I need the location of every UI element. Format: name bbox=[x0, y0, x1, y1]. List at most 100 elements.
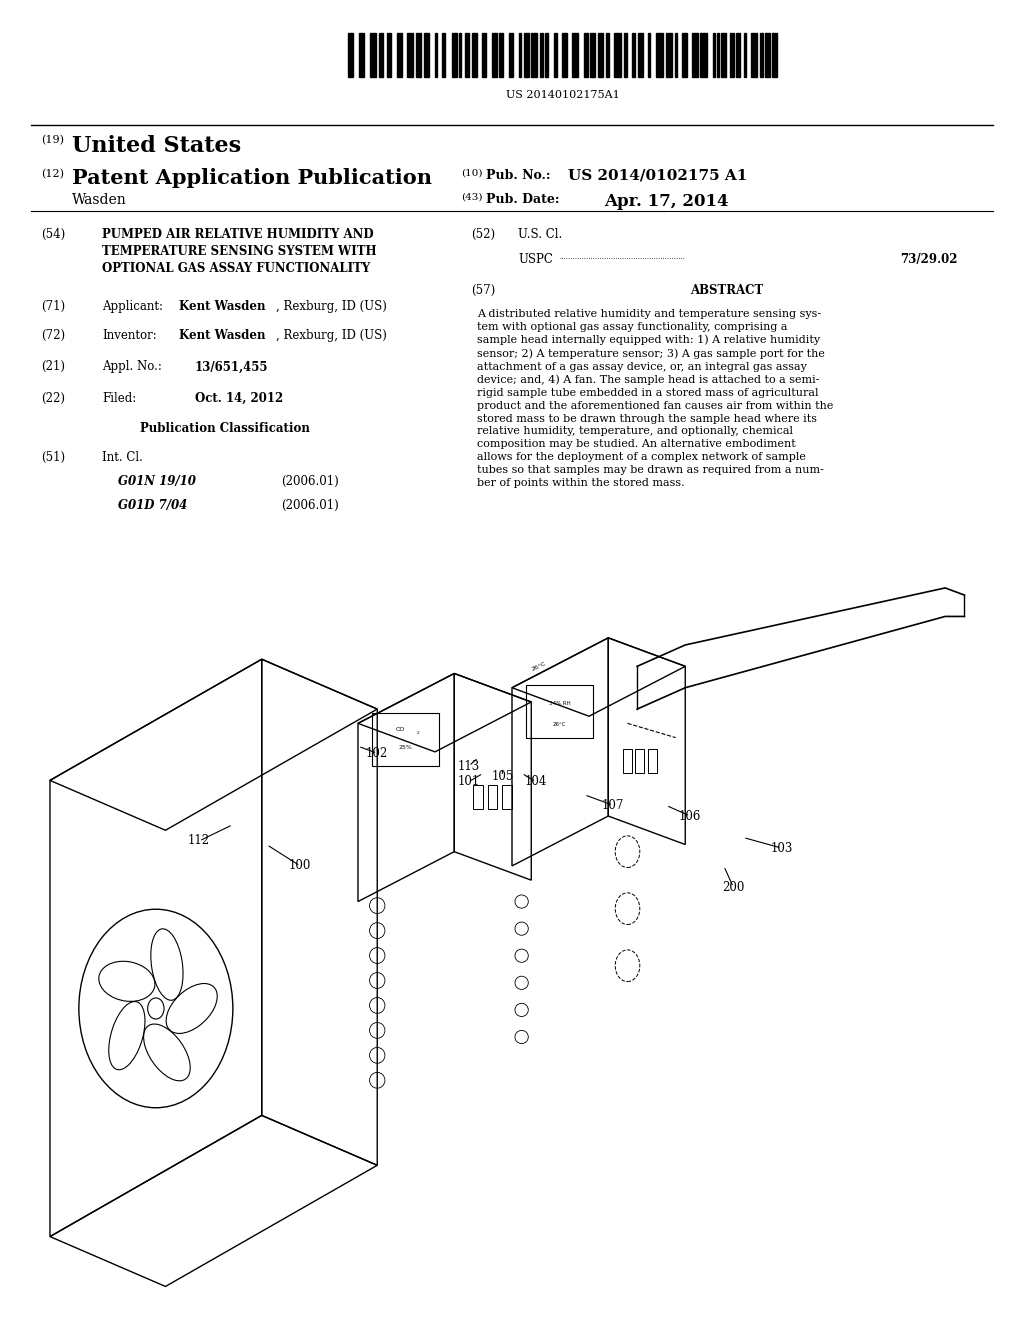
Bar bbox=[370, 33, 376, 77]
Text: 102: 102 bbox=[367, 747, 388, 760]
Text: (10): (10) bbox=[461, 169, 482, 178]
Text: (72): (72) bbox=[41, 329, 66, 342]
Circle shape bbox=[147, 998, 164, 1019]
Text: 107: 107 bbox=[602, 799, 625, 812]
Text: Publication Classification: Publication Classification bbox=[140, 422, 310, 436]
Text: ABSTRACT: ABSTRACT bbox=[690, 284, 764, 297]
Text: USPC: USPC bbox=[518, 253, 553, 267]
Text: (54): (54) bbox=[41, 228, 66, 242]
Text: 104: 104 bbox=[525, 775, 547, 788]
Text: 100: 100 bbox=[289, 859, 311, 873]
Text: Oct. 14, 2012: Oct. 14, 2012 bbox=[195, 392, 283, 405]
Bar bbox=[482, 33, 486, 77]
Bar bbox=[623, 750, 632, 774]
Bar bbox=[442, 33, 445, 77]
Bar bbox=[519, 33, 521, 77]
Bar bbox=[682, 33, 687, 77]
Text: Kent Wasden: Kent Wasden bbox=[179, 329, 265, 342]
Text: 73/29.02: 73/29.02 bbox=[900, 253, 957, 267]
Text: Filed:: Filed: bbox=[102, 392, 136, 405]
Text: 2: 2 bbox=[417, 731, 419, 735]
Text: (22): (22) bbox=[41, 392, 65, 405]
Text: Appl. No.:: Appl. No.: bbox=[102, 360, 162, 374]
Text: CO: CO bbox=[396, 727, 406, 731]
Text: 26°C: 26°C bbox=[531, 661, 547, 672]
Text: 101: 101 bbox=[458, 775, 480, 788]
Bar bbox=[760, 33, 763, 77]
Text: Apr. 17, 2014: Apr. 17, 2014 bbox=[604, 193, 729, 210]
Bar bbox=[359, 33, 364, 77]
Text: 105: 105 bbox=[492, 770, 514, 783]
Bar bbox=[452, 33, 457, 77]
Bar bbox=[373, 713, 439, 766]
Text: Int. Cl.: Int. Cl. bbox=[102, 451, 143, 465]
Bar bbox=[387, 33, 391, 77]
Bar bbox=[614, 33, 621, 77]
Bar bbox=[562, 33, 567, 77]
Bar bbox=[598, 33, 603, 77]
Text: ........................................................: ........................................… bbox=[559, 253, 685, 261]
Text: Inventor:: Inventor: bbox=[102, 329, 157, 342]
Text: 34% RH: 34% RH bbox=[549, 701, 570, 706]
Bar bbox=[638, 33, 643, 77]
Bar bbox=[632, 33, 635, 77]
Bar bbox=[606, 33, 609, 77]
Bar bbox=[524, 33, 529, 77]
Text: 113: 113 bbox=[458, 759, 480, 772]
Bar bbox=[348, 33, 353, 77]
Bar bbox=[416, 33, 421, 77]
Bar bbox=[572, 33, 578, 77]
Text: 106: 106 bbox=[679, 809, 701, 822]
Bar bbox=[459, 33, 461, 77]
Bar bbox=[590, 33, 595, 77]
Bar bbox=[736, 33, 740, 77]
Bar bbox=[692, 33, 698, 77]
Bar bbox=[499, 33, 503, 77]
Bar bbox=[648, 33, 650, 77]
Bar bbox=[675, 33, 677, 77]
Bar bbox=[700, 33, 707, 77]
Text: United States: United States bbox=[72, 135, 241, 157]
Bar bbox=[584, 33, 588, 77]
Bar bbox=[624, 33, 627, 77]
Text: (21): (21) bbox=[41, 360, 65, 374]
Text: Applicant:: Applicant: bbox=[102, 300, 164, 313]
Text: (51): (51) bbox=[41, 451, 66, 465]
Text: Pub. No.:: Pub. No.: bbox=[486, 169, 551, 182]
Text: (12): (12) bbox=[41, 169, 63, 180]
Bar bbox=[744, 33, 746, 77]
Text: , Rexburg, ID (US): , Rexburg, ID (US) bbox=[276, 329, 387, 342]
Bar bbox=[531, 33, 537, 77]
Text: 25%: 25% bbox=[398, 746, 413, 750]
Bar bbox=[472, 33, 477, 77]
Text: US 2014/0102175 A1: US 2014/0102175 A1 bbox=[568, 169, 748, 183]
Bar bbox=[540, 33, 543, 77]
Text: G01D 7/04: G01D 7/04 bbox=[118, 499, 187, 512]
Text: Wasden: Wasden bbox=[72, 193, 126, 207]
Text: (2006.01): (2006.01) bbox=[282, 499, 339, 512]
Bar bbox=[656, 33, 663, 77]
Text: , Rexburg, ID (US): , Rexburg, ID (US) bbox=[276, 300, 387, 313]
Text: (57): (57) bbox=[471, 284, 496, 297]
Text: Kent Wasden: Kent Wasden bbox=[179, 300, 265, 313]
Text: (19): (19) bbox=[41, 135, 63, 145]
Bar bbox=[717, 33, 719, 77]
Bar bbox=[730, 33, 734, 77]
Bar bbox=[713, 33, 715, 77]
Text: (2006.01): (2006.01) bbox=[282, 475, 339, 488]
Text: U.S. Cl.: U.S. Cl. bbox=[518, 228, 562, 242]
Bar bbox=[503, 785, 512, 809]
Text: 200: 200 bbox=[722, 880, 744, 894]
Bar bbox=[635, 750, 644, 774]
Bar bbox=[666, 33, 672, 77]
Bar bbox=[397, 33, 402, 77]
Text: (43): (43) bbox=[461, 193, 482, 202]
Text: Pub. Date:: Pub. Date: bbox=[486, 193, 560, 206]
Text: 26°C: 26°C bbox=[553, 722, 566, 727]
Bar bbox=[509, 33, 513, 77]
Bar bbox=[765, 33, 770, 77]
Bar bbox=[721, 33, 726, 77]
Bar bbox=[526, 685, 593, 738]
Bar bbox=[407, 33, 413, 77]
Text: G01N 19/10: G01N 19/10 bbox=[118, 475, 196, 488]
